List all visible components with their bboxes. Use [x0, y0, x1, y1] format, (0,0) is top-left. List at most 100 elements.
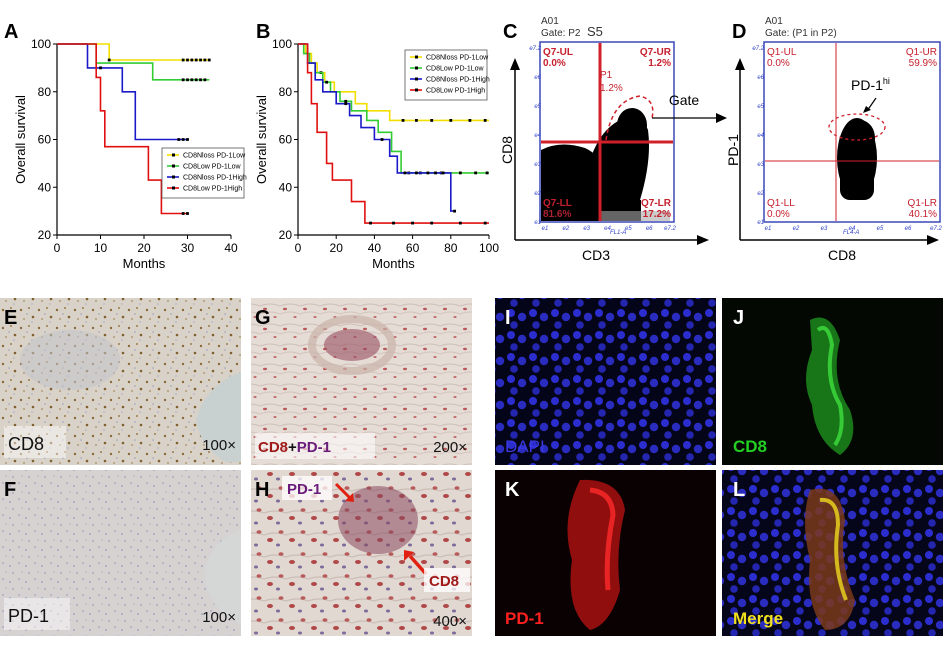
chart-b-series-line-4 — [298, 43, 489, 224]
panel-label-a: A — [4, 21, 18, 43]
panel-label-b: B — [256, 21, 270, 43]
chart-b-xtick-label: 0 — [295, 241, 302, 255]
chart-b-ytick-label: 100 — [272, 37, 292, 51]
flow-c-ytick: e3 — [534, 162, 541, 168]
flow-d-pd1hi-gate — [828, 113, 886, 141]
chart-b-ylabel: Overall survival — [254, 95, 269, 184]
chart-a-legend-entry: CD8Nloss PD-1Low — [183, 153, 246, 160]
panel-label-h: H — [255, 479, 269, 501]
flow-d-xtick: e5 — [877, 226, 884, 232]
flow-d-ll-value: 0.0% — [767, 209, 790, 220]
chart-a-series-line-3 — [57, 43, 188, 141]
chart-a-censor-mark — [190, 58, 194, 62]
panel-h: H PD-1 CD8 400× — [251, 470, 472, 636]
chart-a-censor-mark — [194, 58, 198, 62]
chart-b-xlabel: Months — [372, 256, 415, 271]
chart-a-censor-mark — [177, 138, 181, 141]
chart-b-censor-mark — [441, 171, 445, 175]
chart-b-legend-entry: CD8Low PD-1High — [426, 88, 485, 95]
flow-d-lr-value: 40.1% — [909, 209, 937, 220]
flow-d-ytick: e4 — [757, 133, 764, 139]
chart-a-censor-mark — [186, 212, 189, 215]
flow-c-header-2: Gate: P2 — [541, 28, 581, 39]
chart-a-xtick-label: 10 — [94, 241, 108, 255]
flow-d-ur-value: 59.9% — [909, 58, 937, 69]
panel-label-g: G — [255, 307, 271, 329]
ihc-image-pd1 — [0, 470, 241, 636]
flow-c-xtick: e7.2 — [664, 226, 676, 232]
chart-b-censor-mark — [426, 171, 430, 175]
chart-b-censor-mark — [468, 119, 472, 122]
chart-b-censor-mark — [434, 171, 437, 175]
chart-a-xtick-label: 30 — [181, 241, 195, 255]
panel-label-i: I — [505, 307, 511, 329]
flow-d-header-2: Gate: (P1 in P2) — [765, 28, 837, 39]
flow-c-gate-outline — [605, 95, 654, 141]
chart-b-censor-mark — [392, 221, 395, 225]
chart-a-censor-mark — [203, 58, 207, 62]
chart-a-censor-mark — [186, 78, 189, 82]
chart-a-censor-mark — [194, 78, 198, 82]
flow-c-lr-value: 17.2% — [643, 209, 671, 220]
chart-a-xtick-label: 0 — [54, 241, 61, 255]
panel-f: F PD-1 100× — [0, 470, 241, 636]
flow-c-lr-name: Q7-LR — [641, 198, 672, 209]
ihc-vessel-lumen — [196, 372, 241, 462]
flow-d-ytick: e7.2 — [752, 46, 764, 52]
flow-d-ur-name: Q1-UR — [906, 47, 937, 58]
chart-b-censor-mark — [380, 138, 384, 141]
panel-label-d: D — [732, 21, 746, 43]
panel-label-c: C — [503, 21, 517, 43]
flow-d-annotation: PD-1hi — [851, 76, 890, 93]
flow-d-xlabel: CD8 — [828, 247, 856, 263]
chart-b-censor-mark — [453, 209, 457, 213]
channel-label-dapi: DAPI — [505, 437, 545, 456]
flow-c-ylabel: CD8 — [499, 136, 515, 164]
flow-d-ytick: e2 — [757, 191, 764, 197]
chart-a-series-line-1 — [57, 43, 210, 61]
chart-b-censor-mark — [403, 171, 407, 175]
flow-d-ytick: e6 — [757, 75, 764, 81]
chart-a-legend-box — [161, 147, 245, 199]
flow-d-ul-name: Q1-UL — [767, 47, 797, 58]
panel-j: J CD8 — [722, 298, 943, 465]
chart-b-ytick-label: 20 — [279, 228, 293, 242]
panel-g: G CD8+PD-1 200× — [251, 298, 472, 465]
flow-c-y-arrowhead — [510, 58, 520, 70]
chart-b-ytick-label: 80 — [279, 85, 293, 99]
channel-label-pd1: PD-1 — [505, 609, 544, 628]
gate-arrowhead — [716, 113, 727, 123]
chart-b-xtick-label: 40 — [368, 241, 382, 255]
flow-c-ytick: e7.2 — [529, 46, 541, 52]
flow-c-ur-value: 1.2% — [648, 58, 671, 69]
chart-a-legend-entry: CD8Low PD-1Low — [183, 164, 242, 171]
chart-b-series-line-3 — [298, 43, 455, 212]
stain-label-g: CD8+PD-1 — [258, 439, 331, 456]
panel-k: K PD-1 — [495, 470, 716, 636]
mag-label-f: 100× — [202, 609, 236, 626]
chart-b-censor-mark — [458, 221, 462, 225]
chart-b-ytick-label: 40 — [279, 180, 293, 194]
channel-label-merge: Merge — [733, 609, 783, 628]
chart-a-series-line-4 — [57, 43, 188, 215]
chart-b-censor-mark — [483, 119, 487, 122]
flow-d-ytick: e5 — [757, 104, 764, 110]
flow-c-ytick: e6 — [534, 75, 541, 81]
chart-a-legend-entry: CD8Low PD-1High — [183, 186, 242, 193]
flow-d-ll-name: Q1-LL — [767, 198, 795, 209]
chart-b-xtick-label: 80 — [444, 241, 458, 255]
chart-a-censor-mark — [181, 58, 185, 62]
chart-b-censor-mark — [325, 80, 329, 84]
panel-label-j: J — [733, 307, 744, 329]
flow-d-header-1: A01 — [765, 16, 783, 27]
if-image-dapi — [495, 298, 716, 465]
flow-c-xtick: e6 — [646, 226, 653, 232]
flow-c-ytick: e1 — [534, 220, 541, 226]
flow-d-ul-value: 0.0% — [767, 58, 790, 69]
flow-c-x-arrowhead — [697, 235, 709, 245]
arrow-label-cd8: CD8 — [429, 573, 459, 590]
flow-c-ul-name: Q7-UL — [543, 47, 573, 58]
flow-c-xtick: e4 — [604, 226, 611, 232]
flow-d-xtick: e2 — [793, 226, 800, 232]
